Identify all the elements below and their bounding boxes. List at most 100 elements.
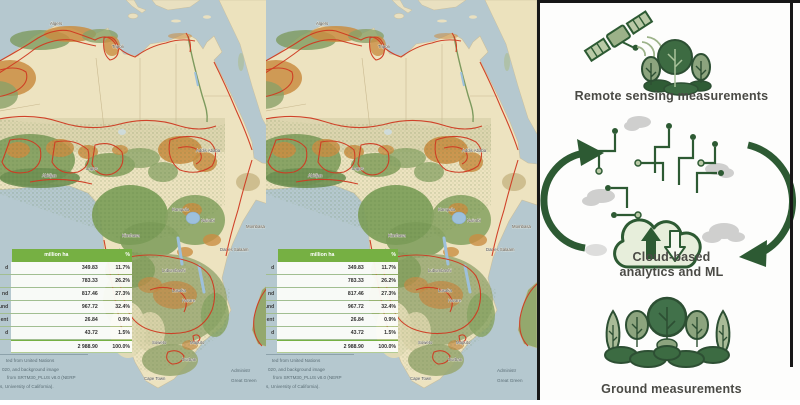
city-label-dar-es-salaam: Dar es Salaam bbox=[220, 247, 249, 252]
total-percent: 100.0% bbox=[100, 340, 132, 353]
cloud-analytics-label: Cloud-based analytics and ML bbox=[540, 250, 800, 280]
row-label bbox=[266, 275, 277, 287]
attribution-start-line: Great Green bbox=[497, 377, 523, 383]
table-total-row: 2 988.90 100.0% bbox=[266, 340, 398, 353]
table-row: d 349.83 11.7% bbox=[0, 262, 132, 275]
city-label-mombasa: Mombasa bbox=[512, 224, 531, 229]
cloud-download-arrow bbox=[664, 230, 686, 262]
africa-map-image: Algers Tripoli Lagos Abidjan Addis Ababa Kamp… bbox=[266, 0, 537, 400]
africa-map-art: Algers Tripoli Lagos Abidjan Addis Ababa Kamp… bbox=[0, 0, 266, 400]
table-total-row: 2 988.90 100.0% bbox=[0, 340, 132, 353]
row-percent: 0.9% bbox=[100, 314, 132, 326]
table-header-label bbox=[266, 249, 278, 262]
attribution-divider bbox=[266, 354, 354, 355]
circuit-cloud-icon bbox=[595, 123, 724, 269]
madagascar bbox=[251, 286, 266, 347]
attribution-start-line: Administr bbox=[497, 368, 517, 373]
map-attribution-start-fragment: Administr Great Green bbox=[231, 366, 257, 385]
land-cover-table: million ha% d 349.83 11.7% 783.33 26.2% nd 817.… bbox=[0, 249, 133, 353]
map-attribution-text: ted from United Nations 020, and backgrou… bbox=[266, 357, 342, 392]
table-header-label bbox=[0, 249, 12, 262]
row-million-ha: 349.83 bbox=[11, 262, 101, 274]
map-attribution-start-fragment: Administr Great Green bbox=[497, 366, 523, 385]
city-label-kinshasa: Kinshasa bbox=[388, 233, 406, 238]
row-million-ha: 26.84 bbox=[11, 314, 101, 326]
cloud-upload-arrow bbox=[641, 227, 661, 259]
cyprus-island bbox=[469, 15, 477, 19]
table-header-row: million ha% bbox=[0, 249, 133, 262]
workflow-diagram-art bbox=[540, 10, 796, 368]
remote-trees-icon bbox=[641, 39, 712, 96]
row-percent: 27.3% bbox=[366, 288, 398, 300]
arabia-coast-vegetation bbox=[238, 53, 244, 71]
city-label-harare: Harare bbox=[182, 298, 196, 303]
row-label: d bbox=[271, 265, 275, 271]
city-label-maputo: Maputo bbox=[456, 340, 471, 345]
city-label-lubumbashi: Lubumbashi bbox=[162, 268, 185, 273]
city-label-soweto: Soweto bbox=[152, 340, 167, 345]
arabia-coast-vegetation bbox=[504, 53, 510, 71]
city-label-tripoli: Tripoli bbox=[112, 44, 124, 49]
city-label-lubumbashi: Lubumbashi bbox=[428, 268, 451, 273]
table-header-million-ha: million ha bbox=[12, 249, 101, 262]
row-million-ha: 817.46 bbox=[11, 288, 101, 300]
row-label: d bbox=[5, 265, 9, 271]
greece-turkey-landmass bbox=[151, 0, 201, 11]
row-million-ha: 817.46 bbox=[277, 288, 367, 300]
total-million-ha: 2 988.90 bbox=[277, 340, 367, 353]
table-header-percent: % bbox=[100, 249, 133, 262]
table-header-percent: % bbox=[366, 249, 399, 262]
row-percent: 11.7% bbox=[366, 262, 398, 274]
city-label-soweto: Soweto bbox=[418, 340, 433, 345]
madagascar bbox=[517, 281, 537, 349]
attribution-start-line: Great Green bbox=[231, 377, 257, 383]
table-row: nd 817.46 27.3% bbox=[266, 288, 398, 301]
city-label-nairobi: Nairobi bbox=[201, 218, 215, 223]
map-attribution-text: ted from United Nations 020, and backgrou… bbox=[0, 357, 76, 392]
city-label-kampala: Kampala bbox=[172, 207, 190, 212]
attribution-line: ted from United Nations bbox=[272, 358, 321, 363]
table-row: 783.33 26.2% bbox=[266, 275, 398, 288]
attribution-line: s, University of California). bbox=[0, 384, 54, 390]
city-label-abidjan: Abidjan bbox=[42, 173, 57, 178]
ground-measurements-label: Ground measurements bbox=[601, 382, 742, 396]
attribution-line: 020, and background image bbox=[2, 366, 59, 372]
satellite-icon bbox=[583, 10, 665, 63]
attribution-line: ted from United Nations bbox=[6, 358, 55, 363]
row-label bbox=[0, 275, 11, 287]
city-label-cape-town: Cape Town bbox=[144, 376, 166, 381]
row-percent: 26.2% bbox=[100, 275, 132, 287]
city-label-lagos: Lagos bbox=[86, 166, 98, 171]
table-row: ent 26.84 0.9% bbox=[0, 314, 132, 327]
row-million-ha: 967.72 bbox=[11, 301, 101, 313]
cyprus-island bbox=[203, 15, 211, 19]
africa-map-right: Algers Tripoli Lagos Abidjan Addis Ababa Kamp… bbox=[266, 0, 537, 400]
city-label-tripoli: Tripoli bbox=[378, 44, 390, 49]
italy-landmass bbox=[391, 0, 413, 14]
crete-island bbox=[171, 19, 181, 23]
row-label: ent bbox=[266, 317, 275, 323]
city-label-mombasa: Mombasa bbox=[246, 224, 265, 229]
cloud-analytics-label-line2: analytics and ML bbox=[619, 265, 724, 279]
row-percent: 1.5% bbox=[366, 327, 398, 339]
city-label-cape-town: Cape Town bbox=[410, 376, 432, 381]
city-label-lusaka: Lusaka bbox=[438, 288, 452, 293]
row-million-ha: 43.72 bbox=[277, 327, 367, 339]
city-label-kinshasa: Kinshasa bbox=[122, 233, 140, 238]
city-label-lusaka: Lusaka bbox=[172, 288, 186, 293]
table-row: ent 26.84 0.9% bbox=[266, 314, 398, 327]
crete-island bbox=[437, 19, 447, 23]
total-percent: 100.0% bbox=[366, 340, 398, 353]
panel-frame-right-edge bbox=[790, 0, 793, 367]
table-row: d 43.72 1.5% bbox=[0, 327, 132, 340]
city-label-durban: Durban bbox=[182, 357, 197, 362]
row-label: d bbox=[5, 330, 9, 336]
lakes bbox=[118, 71, 206, 294]
row-label: d bbox=[271, 330, 275, 336]
workflow-diagram-panel: Remote sensing measurements Cloud-based … bbox=[537, 0, 800, 400]
city-label-algers: Algers bbox=[316, 21, 328, 26]
attribution-line: 020, and background image bbox=[268, 366, 325, 372]
row-million-ha: 783.33 bbox=[277, 275, 367, 287]
